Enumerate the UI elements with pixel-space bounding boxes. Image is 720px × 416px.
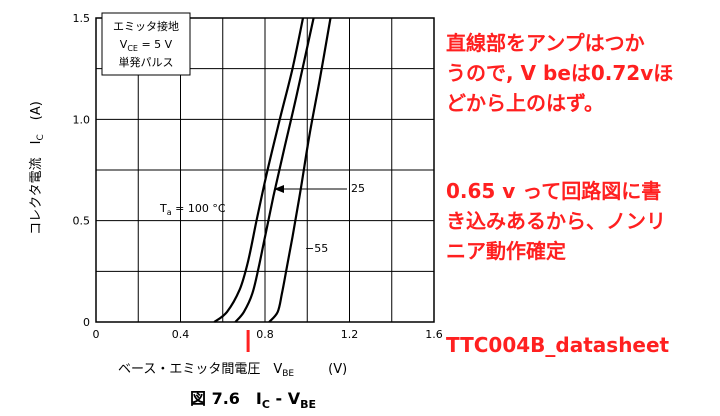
- annotation-note-2-line3: ニア動作確定: [446, 239, 566, 263]
- conditions-line1: エミッタ接地: [113, 20, 179, 33]
- y-tick-label: 0.5: [73, 215, 91, 228]
- label-25-arrow-head: [274, 185, 284, 193]
- conditions-box: [101, 12, 191, 76]
- x-tick-label: 0: [93, 328, 100, 341]
- x-tick-label: 0.4: [172, 328, 190, 341]
- x-tick-label: 1.2: [341, 328, 359, 341]
- plot-frame: [95, 17, 435, 323]
- series-curve-0: [213, 17, 305, 323]
- series-curve-2: [268, 17, 332, 323]
- curves: [213, 17, 332, 323]
- conditions-line3: 単発パルス: [119, 55, 174, 69]
- series-curve-1: [234, 17, 315, 323]
- annotation-note-1-line1: 直線部をアンプはつか: [446, 31, 645, 55]
- tick-labels: 0 0.4 0.8 1.2 1.6 0 0.5 1.0 1.5: [73, 12, 443, 341]
- y-tick-label: 0: [83, 316, 90, 329]
- y-tick-label: 1.0: [73, 113, 91, 126]
- figure-caption: 図 7.6 IC - VBE: [190, 389, 316, 411]
- x-tick-label: 0.8: [256, 328, 274, 341]
- annotation-note-1-line3: どから上のはず。: [446, 91, 604, 115]
- y-tick-label: 1.5: [73, 12, 91, 25]
- x-tick-label: 1.6: [425, 328, 443, 341]
- annotation-note-2-line1: 0.65 v って回路図に書: [446, 179, 662, 203]
- annotation-note-2-line2: き込みあるから、ノンリ: [446, 209, 666, 233]
- series-label-m55c: −55: [305, 242, 328, 255]
- conditions-line2: VCE = 5 V: [120, 38, 173, 53]
- series-label-100c: Ta = 100 °C: [159, 202, 226, 217]
- annotation-note-2: 0.65 v って回路図に書 き込みあるから、ノンリ ニア動作確定: [446, 176, 666, 266]
- y-axis-label: コレクタ電流 IC(A): [29, 101, 46, 235]
- annotation-note-3: TTC004B_datasheet: [446, 333, 670, 357]
- grid: [95, 17, 435, 323]
- x-axis-label: ベース・エミッタ間電圧 VBE (V): [118, 362, 347, 379]
- series-label-25c: 25: [351, 182, 365, 195]
- annotation-note-1-line2: うので, V beは0.72vほ: [446, 61, 674, 85]
- annotation-note-1: 直線部をアンプはつか うので, V beは0.72vほ どから上のはず。: [446, 28, 673, 118]
